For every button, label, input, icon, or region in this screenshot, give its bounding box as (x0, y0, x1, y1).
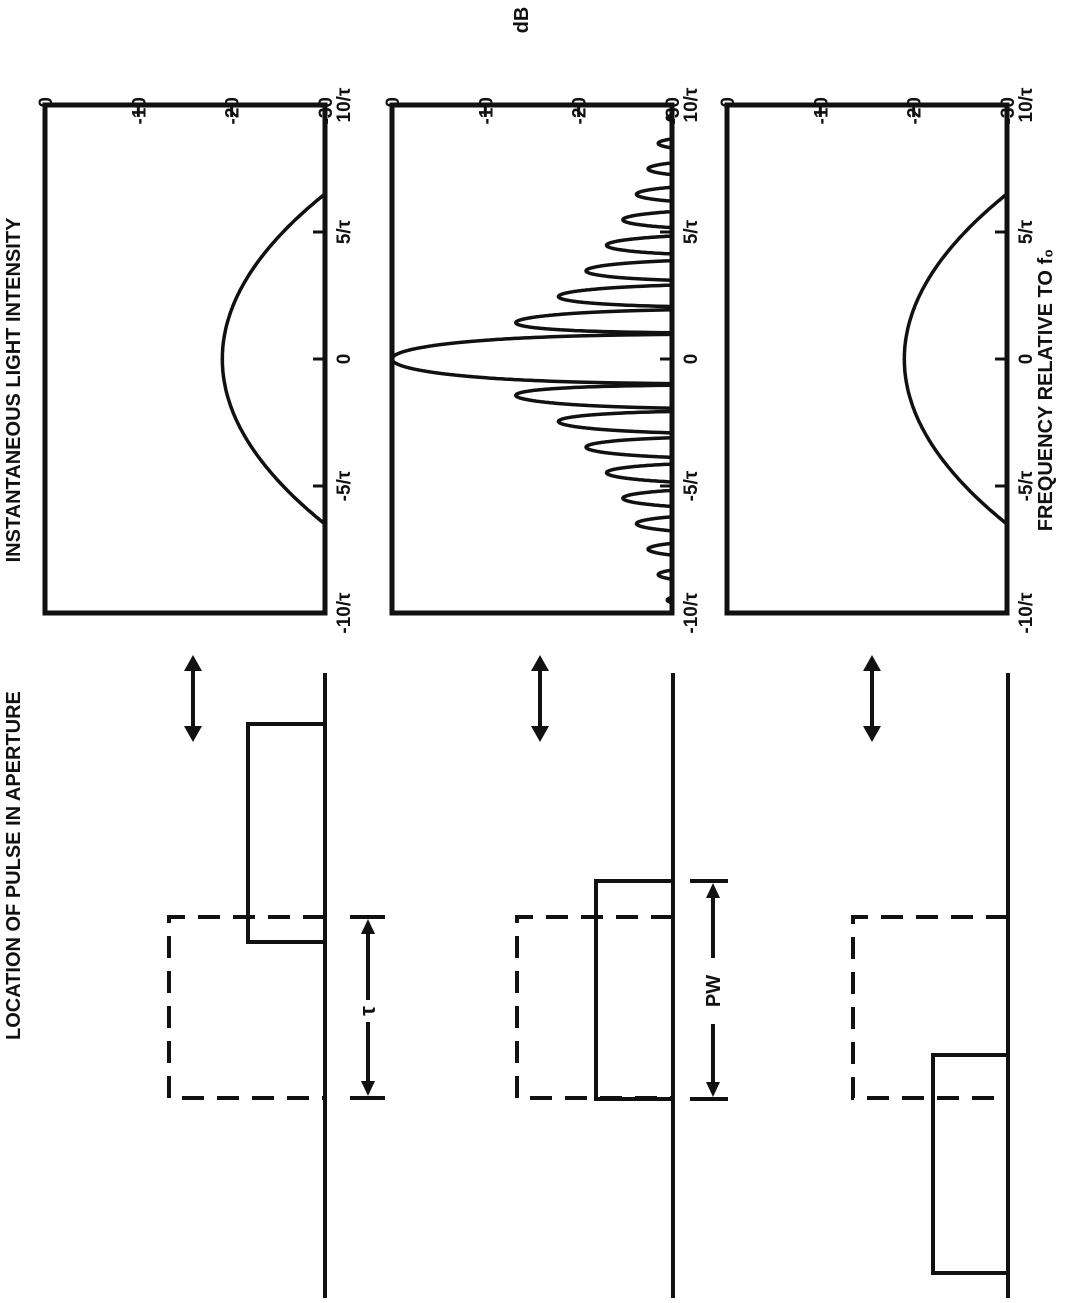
correspondence-arrow (531, 655, 549, 742)
db-axis-label: dB (511, 7, 533, 34)
frequency-tick-label: 0 (334, 354, 355, 365)
pulse-diagram-top: τ (167, 673, 385, 1298)
correspondence-arrow (184, 655, 202, 742)
right-panel-title: INSTANTANEOUS LIGHT INTENSITY (3, 217, 25, 562)
tau-label: τ (355, 1006, 380, 1016)
db-tick-label: -20 (223, 97, 244, 124)
pulse (594, 879, 673, 1101)
frequency-tick-label: 5/τ (1016, 219, 1037, 244)
pulse-diagram-bottom (851, 673, 1010, 1298)
frequency-tick-label: -5/τ (334, 470, 355, 501)
frequency-tick-label: 0 (1016, 354, 1037, 365)
db-tick-label: 0 (718, 97, 739, 108)
db-tick-label: -10 (129, 97, 150, 124)
db-tick-label: -10 (476, 97, 497, 124)
spectrum-curve (220, 192, 327, 526)
frequency-axis-label: FREQUENCY RELATIVE TO f₀ (1035, 249, 1057, 531)
frequency-tick-label: 0 (681, 354, 702, 365)
frequency-tick-label: 10/τ (334, 87, 355, 122)
pulse (931, 1053, 1008, 1275)
aperture-outline (167, 915, 325, 1100)
correspondence-arrow (863, 655, 881, 742)
db-tick-label: 0 (383, 97, 404, 108)
spectrum-panel-middle (389, 102, 675, 616)
plot-frame (389, 102, 675, 616)
plot-frame (724, 102, 1010, 616)
db-tick-label: -10 (811, 97, 832, 124)
pulse-diagram-middle: PW (515, 673, 728, 1298)
frequency-tick-label: 10/τ (681, 87, 702, 122)
frequency-tick-label: -5/τ (1016, 470, 1037, 501)
left-panel-title: LOCATION OF PULSE IN APERTURE (3, 691, 25, 1040)
db-tick-label: -20 (570, 97, 591, 124)
pulse-width-label: PW (703, 975, 725, 1007)
frequency-tick-label: 10/τ (1016, 87, 1037, 122)
spectrum-curve (902, 192, 1009, 526)
aperture-outline (851, 915, 1008, 1100)
db-tick-label: -20 (905, 97, 926, 124)
frequency-tick-label: -10/τ (334, 592, 355, 634)
spectrum-curve (390, 103, 674, 615)
pulse (246, 722, 325, 944)
frequency-tick-label: 5/τ (334, 219, 355, 244)
frequency-tick-label: -5/τ (681, 470, 702, 501)
frequency-tick-label: -10/τ (1016, 592, 1037, 634)
plot-frame (42, 102, 328, 616)
aperture-outline (515, 915, 673, 1100)
frequency-tick-label: 5/τ (681, 219, 702, 244)
spectrum-panel-bottom (724, 102, 1010, 616)
db-tick-label: 0 (36, 97, 57, 108)
frequency-tick-label: -10/τ (681, 592, 702, 634)
spectrum-panel-top (42, 102, 328, 616)
